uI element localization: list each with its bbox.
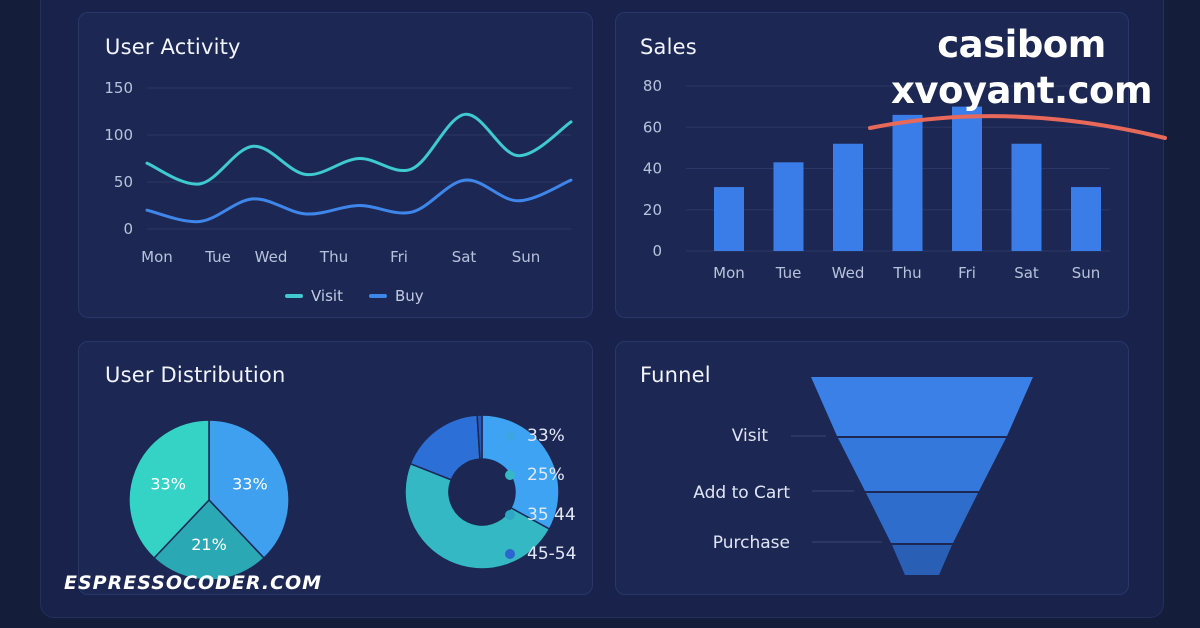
- x-tick-label: Sun: [512, 248, 541, 266]
- pie-slice: [152, 498, 266, 581]
- y-tick-label: 150: [104, 79, 133, 97]
- y-tick-label: 80: [643, 77, 662, 95]
- user-activity-legend: Visit Buy: [285, 287, 424, 305]
- bar: [833, 143, 863, 251]
- x-tick-label: Tue: [204, 248, 231, 266]
- user-activity-chart: 150 100 50 0 Mon Tue Wed Thu Fri Sat Sun: [104, 79, 573, 266]
- donut-legend-label: 33%: [527, 425, 565, 446]
- legend-label-visit: Visit: [311, 287, 343, 305]
- x-tick-label: Wed: [255, 248, 288, 266]
- x-tick-label: Mon: [141, 248, 173, 266]
- legend-dot: [505, 430, 515, 441]
- series-line-buy: [145, 178, 573, 224]
- x-tick-label: Mon: [713, 264, 745, 282]
- sales-chart: 80 60 40 20 0 Mon Tue Wed Thu Fri Sat Sun: [643, 77, 1110, 282]
- funnel-chart: [791, 377, 1033, 575]
- pie-slice-label: 33%: [232, 475, 268, 494]
- user-distribution-charts: 33% 21% 33%: [128, 414, 560, 581]
- x-tick-label: Sat: [1014, 264, 1039, 282]
- donut-legend-label: 35 44: [527, 504, 576, 525]
- bar: [714, 187, 744, 251]
- legend-dot: [505, 549, 515, 560]
- user-distribution-title: User Distribution: [105, 363, 286, 387]
- funnel-label-add-to-cart: Add to Cart: [693, 483, 790, 503]
- legend-swatch-visit: [285, 294, 303, 298]
- donut-legend-item[interactable]: 45-54: [505, 535, 576, 575]
- donut-legend-item[interactable]: 33%: [505, 416, 576, 456]
- x-tick-label: Thu: [319, 248, 348, 266]
- x-tick-label: Tue: [775, 264, 802, 282]
- legend-swatch-buy: [368, 294, 387, 298]
- bar: [1071, 187, 1101, 251]
- donut-slice: [404, 462, 551, 570]
- y-tick-label: 20: [643, 201, 662, 219]
- donut-legend-item[interactable]: 25%: [505, 456, 576, 496]
- donut-legend-label: 45-54: [527, 544, 577, 565]
- watermark-text: casibom xvoyant.com: [891, 22, 1152, 114]
- y-tick-label: 40: [643, 160, 662, 178]
- pie-slice-label: 21%: [191, 535, 227, 554]
- donut-slice: [476, 414, 483, 460]
- user-activity-title: User Activity: [105, 35, 241, 59]
- pie-slice-label: 33%: [150, 475, 186, 494]
- x-tick-label: Thu: [892, 264, 921, 282]
- x-tick-label: Sun: [1072, 264, 1101, 282]
- legend-item-visit[interactable]: Visit: [285, 287, 343, 305]
- watermark-line-2: xvoyant.com: [891, 69, 1152, 112]
- donut-slice: [481, 414, 560, 531]
- donut-legend: 33% 25% 35 44 45-54: [505, 416, 576, 574]
- bar: [892, 114, 923, 251]
- y-tick-label: 0: [652, 242, 662, 260]
- sales-panel: Sales 80 60 40 20 0 Mon Tue Wed Thu Fri Sat Sun: [615, 12, 1129, 318]
- funnel-segment: [892, 545, 952, 575]
- y-tick-label: 50: [114, 173, 133, 191]
- funnel-segment: [866, 493, 978, 543]
- user-activity-panel: User Activity 150 100 50 0 Mon Tue Wed Thu Fri Sa…: [78, 12, 593, 318]
- pie-slice: [128, 419, 210, 560]
- funnel-panel: Funnel Visit Add to Cart Purchase: [615, 341, 1129, 595]
- x-tick-label: Sat: [452, 248, 477, 266]
- x-tick-label: Fri: [390, 248, 408, 266]
- donut-legend-item[interactable]: 35 44: [505, 495, 576, 535]
- funnel-label-visit: Visit: [731, 426, 768, 446]
- pie-slice: [208, 419, 290, 560]
- bar: [952, 106, 982, 251]
- sales-title: Sales: [640, 35, 697, 59]
- donut-legend-label: 25%: [527, 465, 565, 486]
- bar: [1011, 143, 1042, 251]
- footer-watermark: ESPRESSOCODER.COM: [64, 572, 323, 594]
- legend-dot: [505, 470, 515, 481]
- y-tick-label: 60: [643, 118, 662, 136]
- funnel-segment: [811, 377, 1033, 436]
- funnel-segment: [838, 438, 1006, 491]
- x-tick-label: Wed: [832, 264, 865, 282]
- x-tick-label: Fri: [958, 264, 976, 282]
- legend-label-buy: Buy: [394, 287, 424, 305]
- y-tick-label: 100: [104, 126, 133, 144]
- funnel-label-purchase: Purchase: [712, 533, 790, 553]
- series-line-visit: [145, 112, 573, 186]
- legend-dot: [505, 509, 515, 520]
- user-distribution-panel: User Distribution 33% 21% 33% 33% 25% 35 4…: [78, 341, 593, 595]
- funnel-title: Funnel: [640, 363, 711, 387]
- y-tick-label: 0: [123, 220, 133, 238]
- bar: [773, 162, 804, 251]
- legend-item-buy[interactable]: Buy: [368, 287, 424, 305]
- watermark-line-1: casibom: [937, 23, 1106, 66]
